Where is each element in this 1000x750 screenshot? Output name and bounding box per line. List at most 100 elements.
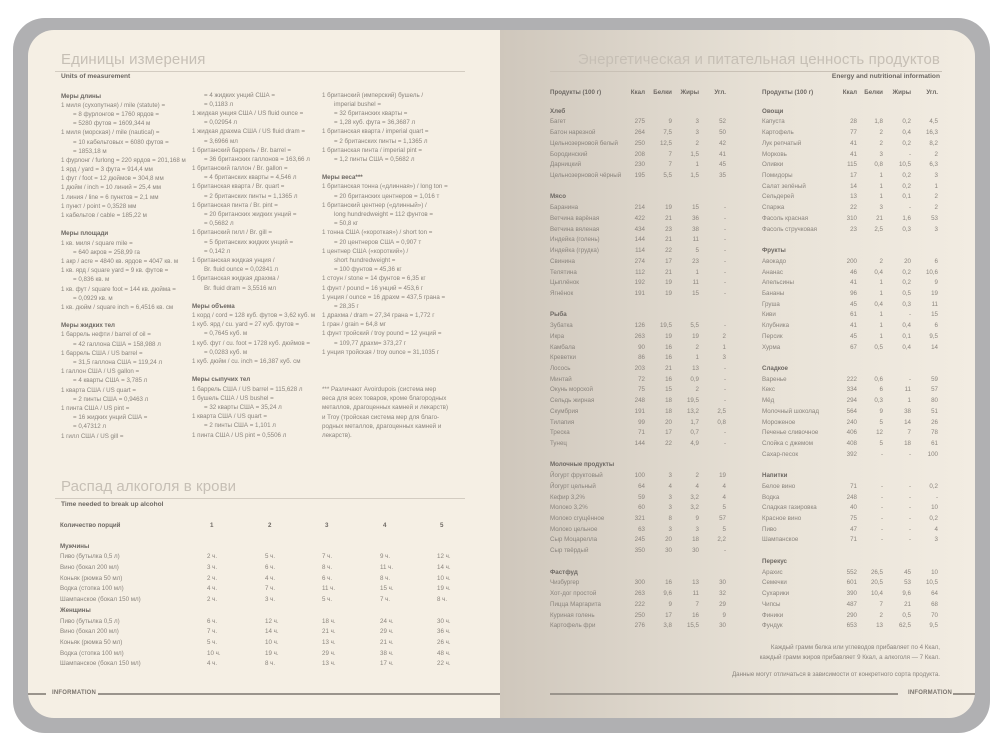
- nutrient-value: 191: [634, 289, 645, 297]
- units-line: = 0,7645 куб. м: [204, 330, 248, 338]
- hours-value: 8 ч.: [322, 564, 333, 572]
- nutrient-value: 1: [695, 354, 699, 362]
- drink-name: Шампанское (бокал 150 мл): [60, 596, 141, 604]
- nutrient-value: -: [723, 268, 726, 276]
- drink-name: Вино (бокал 200 мл): [60, 564, 119, 572]
- nutrient-value: 16: [665, 354, 672, 362]
- units-line: = 20 британских центнеров = 1,016 т: [334, 192, 440, 200]
- nutrient-value: 13: [876, 622, 883, 630]
- nutrient-value: 16: [692, 611, 699, 619]
- food-name: Авокадо: [762, 257, 787, 265]
- food-row: Батон нарезной 264 7,5 3 50: [550, 128, 726, 139]
- nutrient-value: -: [723, 247, 726, 255]
- hours-value: 36 ч.: [437, 628, 451, 636]
- nutrient-value: 422: [634, 214, 645, 222]
- category-spacer: [762, 353, 938, 364]
- nutrient-value: 15: [692, 289, 699, 297]
- hours-value: 12 ч.: [437, 553, 451, 561]
- food-row: Мёд 294 0,3 1 80: [762, 396, 938, 407]
- food-row: Цельнозерновой белый 250 12,5 2 42: [550, 139, 726, 150]
- nutrient-value: 6: [879, 386, 883, 394]
- nutrient-value: 10,6: [925, 268, 938, 276]
- category-spacer: [550, 450, 726, 461]
- nutrient-value: 13: [692, 579, 699, 587]
- category-spacer: [762, 546, 938, 557]
- units-line: 1 баррель США / US barrel =: [61, 349, 143, 357]
- units-line: 1 линия / line = 6 пунктов = 2,1 мм: [61, 193, 159, 201]
- nutrient-value: 2: [879, 129, 883, 137]
- nutrient-value: 9: [668, 600, 672, 608]
- nutrient-value: 47: [850, 525, 857, 533]
- drink-name: Водка (стопка 100 мл): [60, 585, 124, 593]
- nutrient-value: 32: [719, 590, 726, 598]
- nutrient-value: 263: [634, 590, 645, 598]
- units-line: 1 дюйм / inch = 10 линий = 25,4 мм: [61, 184, 162, 192]
- hours-value: 9 ч.: [380, 553, 391, 561]
- units-subtitle: Units of measurement: [61, 73, 131, 80]
- nutrient-value: 12,5: [659, 139, 672, 147]
- nutrient-value: 9: [668, 118, 672, 126]
- nutrient-value: 392: [846, 450, 857, 458]
- nutrient-value: 248: [634, 397, 645, 405]
- category-heading: Мясо: [550, 193, 566, 201]
- nutrient-value: 9,6: [902, 590, 911, 598]
- food-name: Индейка (грудка): [550, 247, 599, 255]
- nutrient-value: 3,8: [663, 622, 672, 630]
- units-line: = 36 британских галлонов = 163,66 л: [204, 155, 310, 163]
- food-name: Икра: [550, 332, 565, 340]
- nutrient-value: 3,2: [690, 504, 699, 512]
- units-line: = 1,2 пинты США = 0,5682 л: [334, 155, 415, 163]
- nutrition-note-line: Каждый грамм белка или углеводов прибавл…: [770, 644, 940, 651]
- food-name: Цельнозерновой чёрный: [550, 172, 622, 180]
- nutrient-value: -: [723, 214, 726, 222]
- hours-value: 12 ч.: [265, 617, 279, 625]
- hours-value: 30 ч.: [437, 617, 451, 625]
- nutrient-value: 7: [879, 600, 883, 608]
- nutrient-value: 564: [846, 407, 857, 415]
- food-row: Сухарики 390 10,4 9,6 64: [762, 589, 938, 600]
- food-row: Персик 45 1 0,1 9,5: [762, 332, 938, 343]
- nutrient-value: 41: [850, 150, 857, 158]
- food-name: Капуста: [762, 118, 785, 126]
- category-heading: Перекус: [762, 557, 787, 565]
- nutrition-notes: Каждый грамм белка или углеводов прибавл…: [760, 643, 940, 662]
- nutrient-value: 71: [850, 482, 857, 490]
- food-row: Финики 290 2 0,5 70: [762, 611, 938, 622]
- group-name: Женщины: [60, 606, 91, 614]
- nutrient-value: 59: [638, 493, 645, 501]
- units-line: = 42 галлона США = 158,988 л: [73, 340, 161, 348]
- nutrient-value: 2,5: [874, 225, 883, 233]
- footer-rule: [953, 693, 975, 695]
- nutrient-value: 5,5: [690, 322, 699, 330]
- nutrient-value: 10,5: [898, 161, 911, 169]
- nutrient-value: 1: [879, 182, 883, 190]
- nutrient-value: -: [908, 536, 911, 544]
- footnote-line: *** Различают Avoirdupois (система мер: [322, 386, 437, 393]
- nutrient-value: 274: [634, 257, 645, 265]
- nutrient-value: 434: [634, 225, 645, 233]
- nutrient-value: 5: [879, 440, 883, 447]
- hours-value: 29 ч.: [322, 649, 336, 657]
- portion-count: 1: [210, 522, 214, 529]
- units-line: = 20 центнеров США = 0,907 т: [334, 238, 422, 246]
- nutrient-value: 1,8: [874, 118, 883, 126]
- hours-value: 7 ч.: [322, 553, 333, 561]
- food-name: Тилапия: [550, 418, 575, 426]
- food-row: Сахар-песок 392 - - 100: [762, 450, 938, 461]
- food-row: Картофель 77 2 0,4 16,3: [762, 128, 938, 139]
- food-name: Персик: [762, 332, 783, 340]
- nutrient-value: 22: [665, 440, 672, 447]
- nutrient-value: 9: [722, 611, 726, 619]
- category-spacer: [762, 632, 938, 643]
- hours-value: 7 ч.: [265, 585, 276, 593]
- nutrient-value: 45: [850, 332, 857, 340]
- units-line: 1 баррель США / US barrel = 115,628 л: [192, 385, 303, 393]
- nutrient-value: 38: [692, 225, 699, 233]
- nutrient-value: 26: [931, 418, 938, 426]
- food-row: Минтай 72 16 0,9 -: [550, 375, 726, 386]
- food-row: Индейка (голень) 144 21 11 -: [550, 235, 726, 246]
- nutrient-value: 0,2: [902, 172, 911, 180]
- nutrient-value: 310: [846, 214, 857, 222]
- food-name: Чизбургер: [550, 579, 580, 587]
- units-line: = 20 британских жидких унций =: [204, 211, 297, 219]
